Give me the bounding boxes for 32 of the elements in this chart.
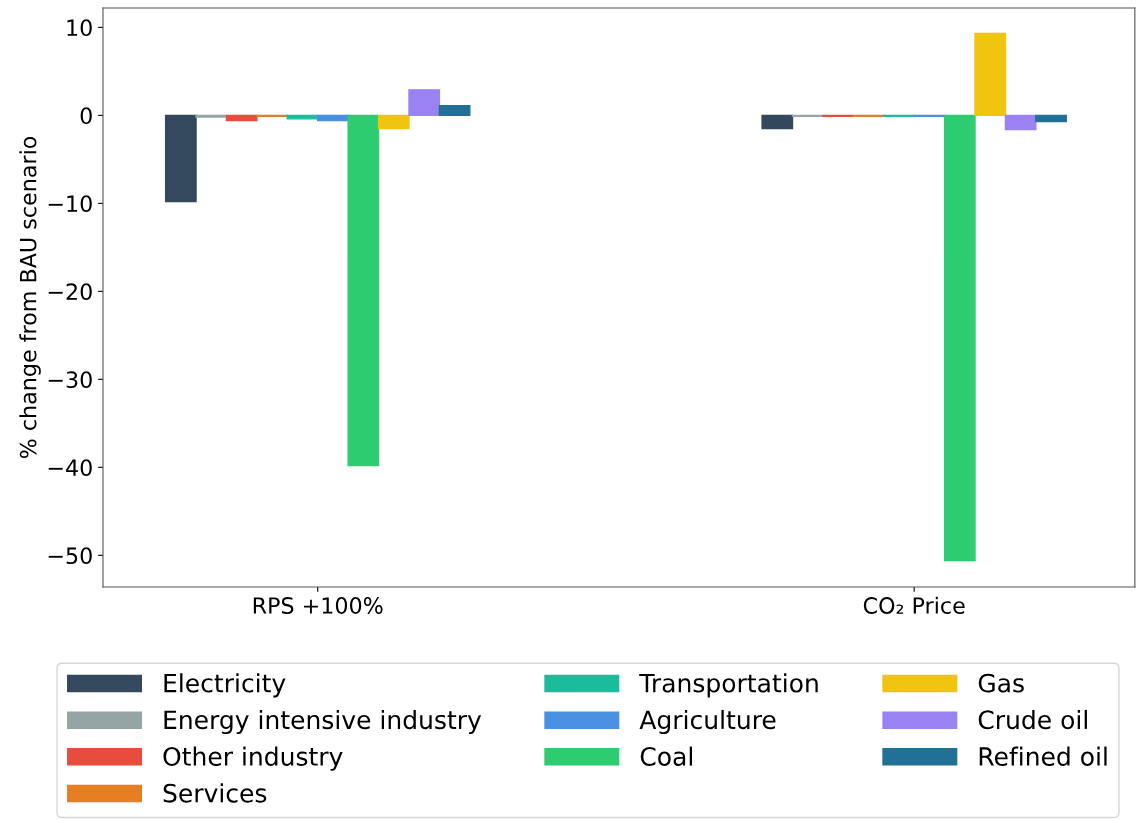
y-tick-label: −20 [48,283,92,301]
y-tick-label: −50 [48,547,92,565]
legend-label: Agriculture [639,709,776,735]
bar [377,114,410,130]
y-tick-label: 10 [67,19,92,37]
bar [1035,114,1067,123]
bar [225,114,258,122]
bar [286,114,319,120]
y-tick-label: −30 [48,371,92,389]
legend-label: Crude oil [978,709,1087,730]
legend-label: Transportation [639,673,818,698]
legend-label: Refined oil [979,746,1107,766]
legend-label: Services [163,783,267,803]
x-tick-label: RPS +100% [253,597,383,614]
y-axis-title: % change from BAU scenario [19,136,41,459]
y-tick-label: 0 [80,107,92,125]
legend-label: Coal [640,746,692,766]
bar [761,114,794,130]
bar [943,114,976,562]
legend-label: Gas [978,673,1024,693]
bar [164,114,197,203]
legend-label: Other industry [163,746,343,771]
x-tick-label: CO₂ Price [863,596,965,614]
legend-label: Energy intensive industry [164,709,482,735]
y-tick-label: −10 [48,195,92,213]
legend-label: Electricity [164,673,286,698]
y-tick-label: −40 [48,459,92,477]
bar [974,32,1007,117]
bar [1004,114,1037,131]
bar [438,104,471,117]
bar [347,114,380,467]
bar [408,89,441,117]
